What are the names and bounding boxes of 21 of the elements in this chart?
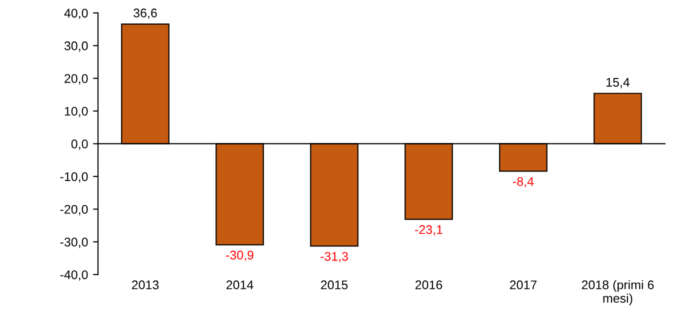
x-tick-label: 2013 <box>132 280 159 290</box>
y-tick-label: -40,0 <box>60 270 88 281</box>
y-tick-label: 20,0 <box>64 74 88 84</box>
y-tick-label: 10,0 <box>64 106 88 118</box>
data-label: -8,4 <box>513 177 534 188</box>
data-label: 36,6 <box>134 8 157 19</box>
y-tick-label: -30,0 <box>60 238 88 248</box>
x-tick-label: 2018 (primi 6 mesi) <box>582 280 654 306</box>
data-label: -31,3 <box>320 252 348 262</box>
data-label: -23,1 <box>415 225 442 236</box>
y-tick-label: -10,0 <box>60 172 88 183</box>
y-tick-label: 30,0 <box>64 41 88 52</box>
x-tick-label: 2015 <box>320 280 348 290</box>
x-tick-label: 2016 <box>415 280 442 290</box>
y-tick-label: 40,0 <box>64 8 88 20</box>
data-label: 15,4 <box>606 78 630 88</box>
y-tick-label: -20,0 <box>60 204 88 216</box>
data-label: -30,9 <box>226 250 254 262</box>
y-tick-label: 0,0 <box>71 140 88 150</box>
x-tick-label: 2014 <box>226 280 254 290</box>
x-tick-label: 2017 <box>510 280 537 290</box>
